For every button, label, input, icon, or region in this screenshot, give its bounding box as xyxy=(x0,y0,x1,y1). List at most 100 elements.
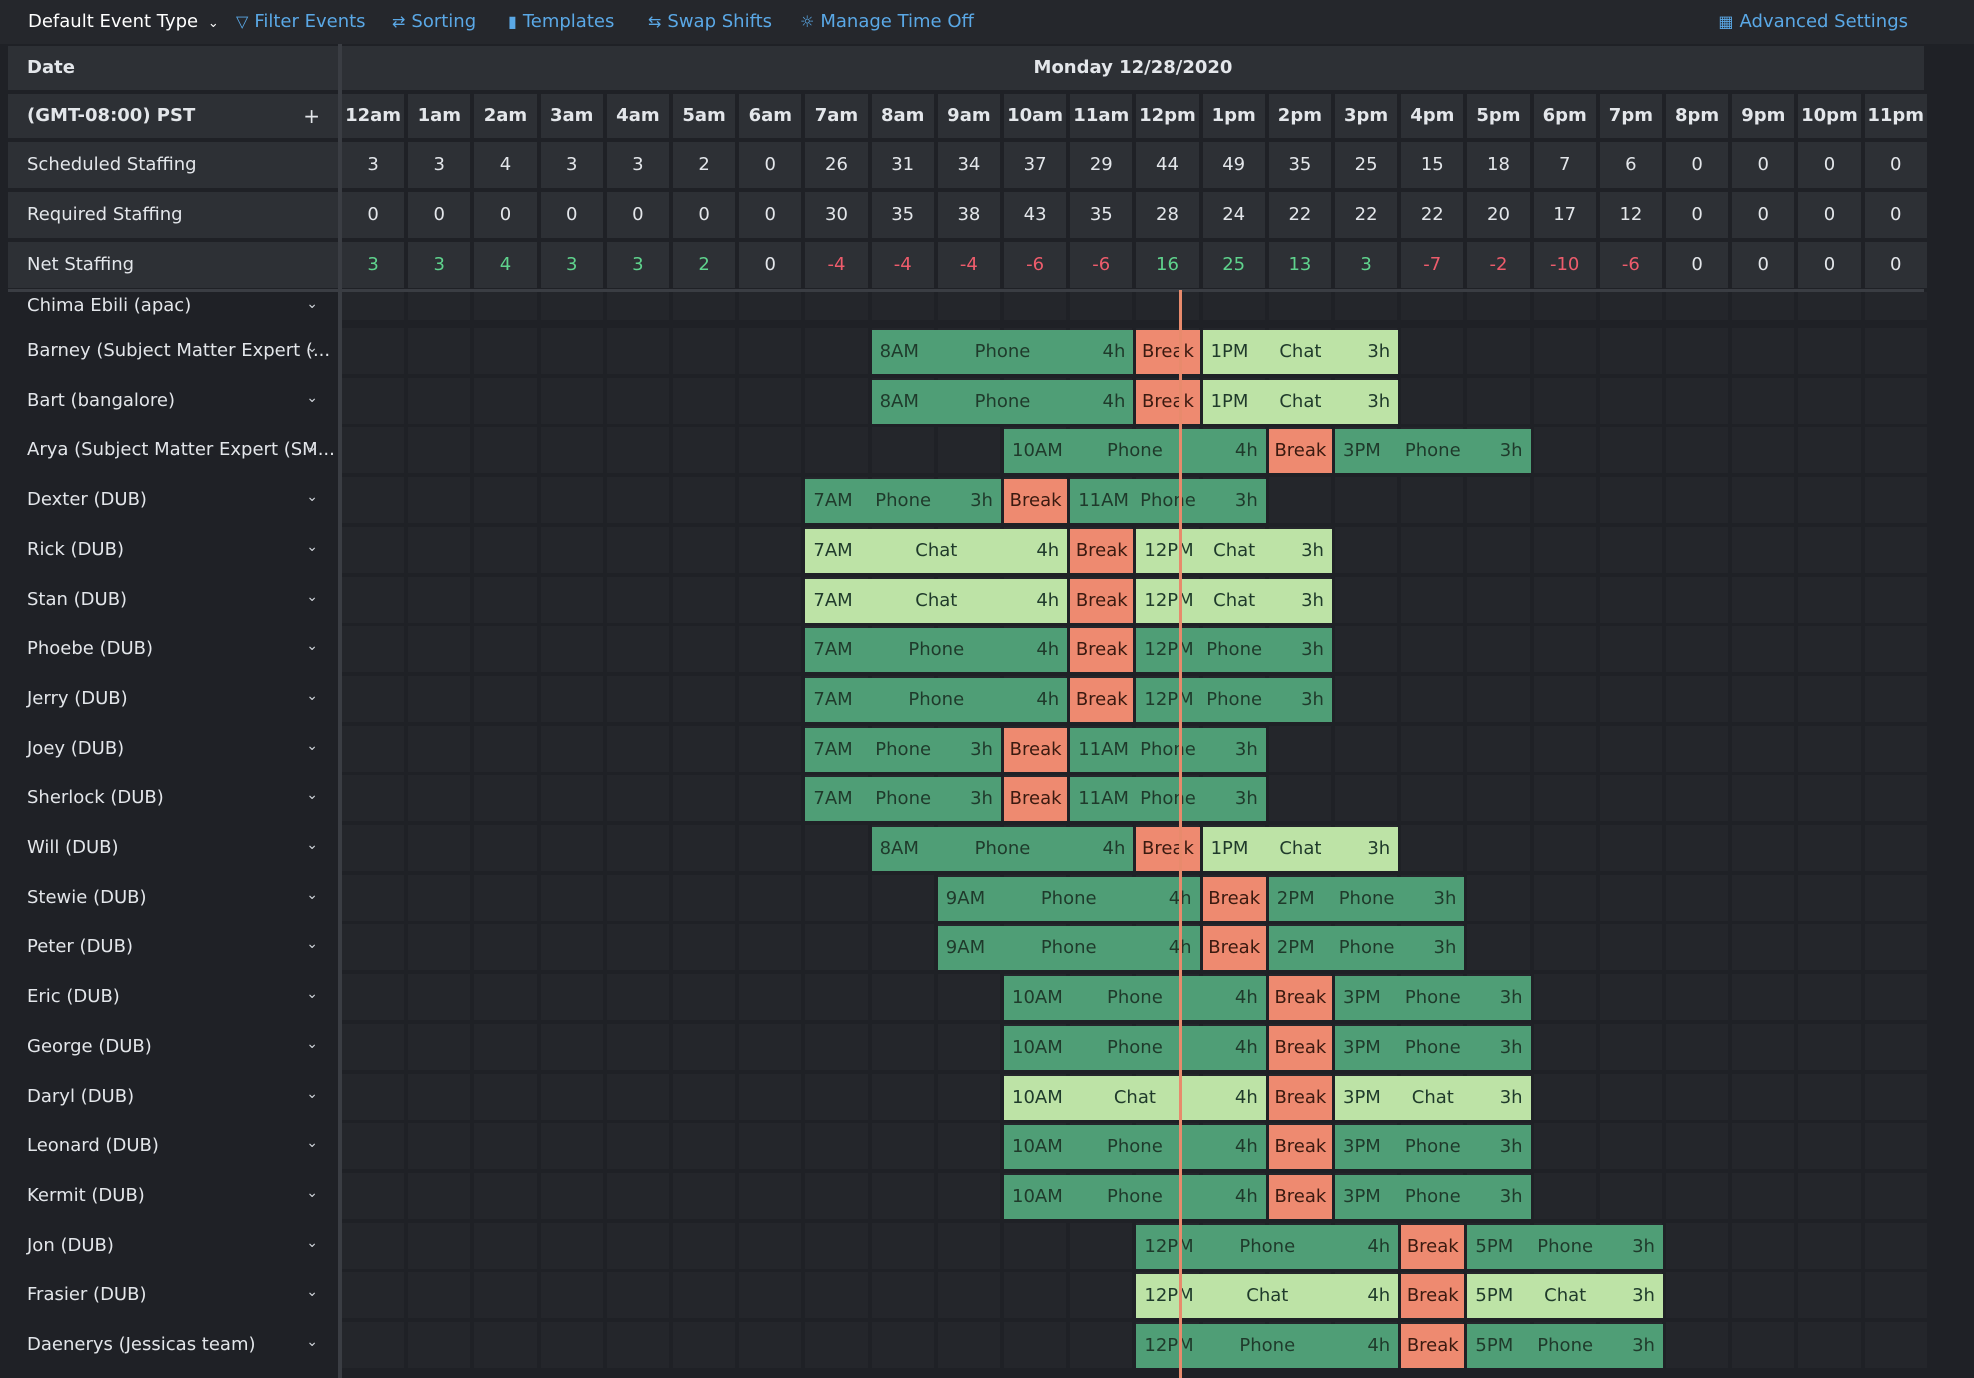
break-block[interactable]: Break xyxy=(1070,529,1134,573)
swap-shifts-button[interactable]: ⇆ Swap Shifts xyxy=(648,0,772,44)
schedule-slot[interactable] xyxy=(1798,1024,1861,1070)
schedule-slot[interactable] xyxy=(342,577,405,623)
schedule-slot[interactable] xyxy=(739,825,802,871)
schedule-slot[interactable] xyxy=(1533,292,1596,320)
schedule-slot[interactable] xyxy=(408,726,471,772)
schedule-slot[interactable] xyxy=(1666,974,1729,1020)
break-block[interactable]: Break xyxy=(1202,926,1266,970)
schedule-slot[interactable] xyxy=(1732,577,1795,623)
schedule-slot[interactable] xyxy=(606,676,669,722)
schedule-slot[interactable] xyxy=(1533,328,1596,374)
schedule-slot[interactable] xyxy=(1401,527,1464,573)
schedule-slot[interactable] xyxy=(474,292,537,320)
schedule-slot[interactable] xyxy=(606,427,669,473)
schedule-slot[interactable] xyxy=(1533,825,1596,871)
schedule-slot[interactable] xyxy=(342,775,405,821)
schedule-slot[interactable] xyxy=(1666,1223,1729,1269)
schedule-slot[interactable] xyxy=(673,328,736,374)
schedule-slot[interactable] xyxy=(1401,577,1464,623)
schedule-slot[interactable] xyxy=(1732,1272,1795,1318)
schedule-slot[interactable] xyxy=(739,924,802,970)
schedule-slot[interactable] xyxy=(540,1024,603,1070)
phone-block[interactable]: 7AM Phone 4h xyxy=(805,678,1068,722)
schedule-slot[interactable] xyxy=(474,1123,537,1169)
break-block[interactable]: Break xyxy=(1202,877,1266,921)
chevron-down-icon[interactable]: ⌄ xyxy=(306,296,318,312)
schedule-slot[interactable] xyxy=(408,1173,471,1219)
schedule-slot[interactable] xyxy=(673,477,736,523)
schedule-slot[interactable] xyxy=(1533,427,1596,473)
chat-block[interactable]: 12PM Chat 3h xyxy=(1136,579,1332,623)
schedule-slot[interactable] xyxy=(1732,292,1795,320)
agent-row-name[interactable]: Stewie (DUB) ⌄ xyxy=(0,875,338,921)
schedule-slot[interactable] xyxy=(805,427,868,473)
schedule-slot[interactable] xyxy=(540,726,603,772)
schedule-slot[interactable] xyxy=(474,676,537,722)
schedule-slot[interactable] xyxy=(805,1123,868,1169)
advanced-settings-button[interactable]: ▦ Advanced Settings xyxy=(1718,0,1908,44)
schedule-slot[interactable] xyxy=(739,427,802,473)
break-block[interactable]: Break xyxy=(1268,1125,1332,1169)
schedule-slot[interactable] xyxy=(474,974,537,1020)
phone-block[interactable]: 7AM Phone 3h xyxy=(805,777,1001,821)
schedule-slot[interactable] xyxy=(1467,577,1530,623)
schedule-slot[interactable] xyxy=(474,328,537,374)
schedule-slot[interactable] xyxy=(408,477,471,523)
schedule-slot[interactable] xyxy=(606,1272,669,1318)
schedule-slot[interactable] xyxy=(1467,626,1530,672)
schedule-slot[interactable] xyxy=(474,825,537,871)
agent-row-name[interactable]: Bart (bangalore) ⌄ xyxy=(0,378,338,424)
schedule-slot[interactable] xyxy=(871,924,934,970)
schedule-slot[interactable] xyxy=(1798,577,1861,623)
schedule-slot[interactable] xyxy=(739,477,802,523)
schedule-slot[interactable] xyxy=(871,427,934,473)
schedule-slot[interactable] xyxy=(1798,626,1861,672)
schedule-slot[interactable] xyxy=(1666,292,1729,320)
phone-block[interactable]: 7AM Phone 4h xyxy=(805,628,1068,672)
schedule-slot[interactable] xyxy=(606,875,669,921)
break-block[interactable]: Break xyxy=(1136,380,1200,424)
break-block[interactable]: Break xyxy=(1401,1274,1465,1318)
schedule-slot[interactable] xyxy=(1666,1272,1729,1318)
agent-row-name[interactable]: Stan (DUB) ⌄ xyxy=(0,577,338,623)
schedule-slot[interactable] xyxy=(540,328,603,374)
schedule-slot[interactable] xyxy=(606,577,669,623)
phone-block[interactable]: 7AM Phone 3h xyxy=(805,479,1001,523)
chevron-down-icon[interactable]: ⌄ xyxy=(306,1235,318,1251)
manage-time-off-button[interactable]: ☼ Manage Time Off xyxy=(800,0,974,44)
schedule-slot[interactable] xyxy=(673,1322,736,1368)
schedule-slot[interactable] xyxy=(1798,378,1861,424)
schedule-slot[interactable] xyxy=(805,1074,868,1120)
chevron-down-icon[interactable]: ⌄ xyxy=(306,887,318,903)
schedule-slot[interactable] xyxy=(739,527,802,573)
schedule-slot[interactable] xyxy=(1666,1322,1729,1368)
schedule-slot[interactable] xyxy=(1599,1024,1662,1070)
break-block[interactable]: Break xyxy=(1268,429,1332,473)
schedule-slot[interactable] xyxy=(342,825,405,871)
schedule-slot[interactable] xyxy=(805,292,868,320)
schedule-slot[interactable] xyxy=(474,1322,537,1368)
schedule-slot[interactable] xyxy=(805,1024,868,1070)
agent-row-name[interactable]: Joey (DUB) ⌄ xyxy=(0,726,338,772)
schedule-slot[interactable] xyxy=(408,577,471,623)
agent-row-name[interactable]: Daryl (DUB) ⌄ xyxy=(0,1074,338,1120)
schedule-slot[interactable] xyxy=(1401,378,1464,424)
schedule-slot[interactable] xyxy=(673,825,736,871)
schedule-slot[interactable] xyxy=(1798,875,1861,921)
agent-row-name[interactable]: Chima Ebili (apac) ⌄ xyxy=(0,292,338,320)
schedule-slot[interactable] xyxy=(1268,292,1331,320)
schedule-slot[interactable] xyxy=(937,292,1000,320)
schedule-slot[interactable] xyxy=(1467,477,1530,523)
schedule-slot[interactable] xyxy=(342,676,405,722)
schedule-slot[interactable] xyxy=(1864,292,1927,320)
schedule-slot[interactable] xyxy=(342,378,405,424)
schedule-slot[interactable] xyxy=(871,1123,934,1169)
schedule-slot[interactable] xyxy=(1798,527,1861,573)
schedule-slot[interactable] xyxy=(474,1074,537,1120)
schedule-slot[interactable] xyxy=(474,924,537,970)
schedule-slot[interactable] xyxy=(1533,577,1596,623)
schedule-slot[interactable] xyxy=(540,974,603,1020)
schedule-slot[interactable] xyxy=(540,292,603,320)
schedule-slot[interactable] xyxy=(408,676,471,722)
schedule-slot[interactable] xyxy=(1401,775,1464,821)
